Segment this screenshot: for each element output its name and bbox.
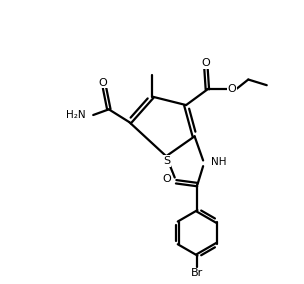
Text: NH: NH: [211, 157, 226, 167]
Text: H₂N: H₂N: [67, 110, 86, 120]
Text: O: O: [228, 84, 237, 95]
Text: O: O: [162, 174, 171, 184]
Text: O: O: [99, 78, 108, 88]
Text: O: O: [202, 58, 210, 68]
Text: Br: Br: [191, 268, 204, 278]
Text: S: S: [163, 156, 170, 166]
